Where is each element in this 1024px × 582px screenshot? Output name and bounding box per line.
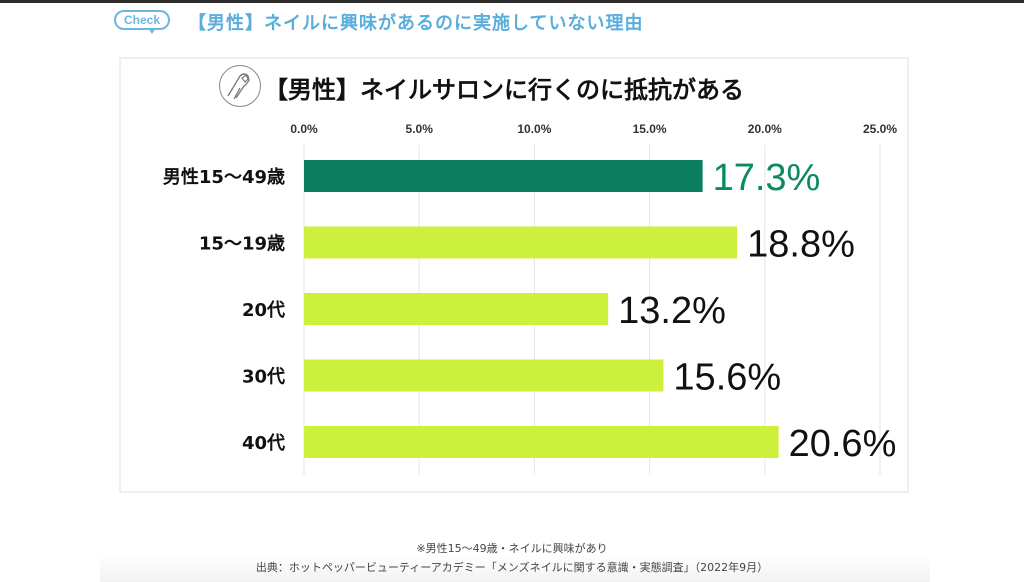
chart-frame xyxy=(119,57,909,493)
x-tick-label: 0.0% xyxy=(290,122,318,136)
category-label: 20代 xyxy=(242,300,285,321)
top-border xyxy=(0,0,1024,3)
section-heading: 【男性】ネイルに興味があるのに実施していない理由 xyxy=(188,13,644,34)
x-tick-label: 20.0% xyxy=(748,122,782,136)
bar xyxy=(304,426,779,458)
x-tick-label: 5.0% xyxy=(406,122,434,136)
x-tick-label: 25.0% xyxy=(863,122,897,136)
source-citation: 出典：ホットペッパービューティーアカデミー「メンズネイルに関する意識・実態調査」… xyxy=(255,561,769,574)
category-label: 男性15〜49歳 xyxy=(163,166,285,188)
value-label: 18.8% xyxy=(747,224,855,266)
bar xyxy=(304,160,703,192)
bar xyxy=(304,226,738,259)
x-tick-label: 10.0% xyxy=(517,122,551,136)
nail-finger-icon xyxy=(219,65,261,107)
value-label: 20.6% xyxy=(789,423,897,465)
value-label: 15.6% xyxy=(673,357,781,399)
footnote: ※男性15〜49歳・ネイルに興味があり xyxy=(416,542,608,555)
bottom-fade xyxy=(100,555,930,582)
category-label: 15〜19歳 xyxy=(199,234,285,255)
check-badge: Check xyxy=(114,10,170,30)
bar xyxy=(304,359,664,392)
speech-bubble-tail-icon xyxy=(148,28,156,34)
value-label: 13.2% xyxy=(618,290,726,332)
category-label: 40代 xyxy=(242,433,285,454)
category-label: 30代 xyxy=(242,367,285,388)
bar xyxy=(304,293,609,325)
chart-title: 【男性】ネイルサロンに行くのに抵抗がある xyxy=(264,76,744,104)
value-label: 17.3% xyxy=(713,157,821,199)
x-tick-label: 15.0% xyxy=(633,122,667,136)
